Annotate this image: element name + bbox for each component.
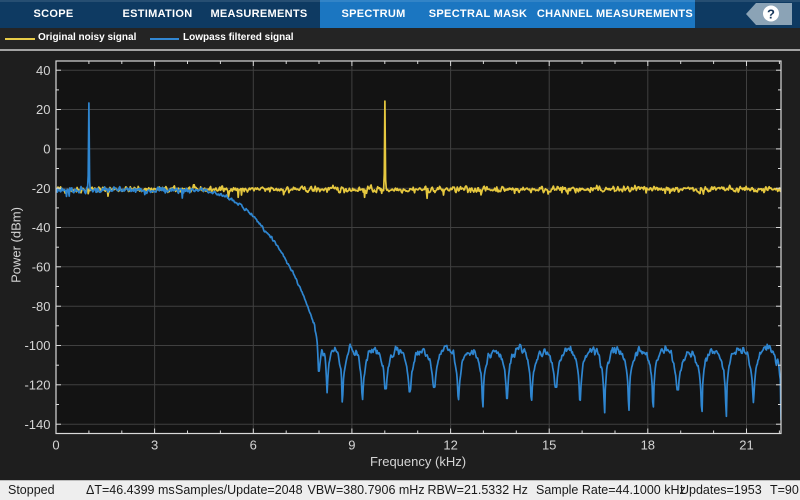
svg-text:15: 15 <box>542 438 556 453</box>
svg-text:21: 21 <box>739 438 753 453</box>
svg-text:40: 40 <box>36 63 50 78</box>
svg-text:20: 20 <box>36 102 50 117</box>
svg-text:0: 0 <box>43 142 50 157</box>
svg-text:6: 6 <box>250 438 257 453</box>
svg-text:18: 18 <box>641 438 655 453</box>
svg-text:-20: -20 <box>32 181 51 196</box>
svg-text:-100: -100 <box>24 338 50 353</box>
svg-text:-80: -80 <box>32 299 51 314</box>
svg-text:3: 3 <box>151 438 158 453</box>
svg-text:-120: -120 <box>24 377 50 392</box>
svg-text:-40: -40 <box>32 220 51 235</box>
svg-text:-140: -140 <box>24 417 50 432</box>
svg-text:-60: -60 <box>32 259 51 274</box>
svg-text:0: 0 <box>52 438 59 453</box>
svg-text:12: 12 <box>443 438 457 453</box>
svg-text:Power (dBm): Power (dBm) <box>9 207 24 283</box>
svg-text:Frequency (kHz): Frequency (kHz) <box>370 454 466 469</box>
svg-text:9: 9 <box>348 438 355 453</box>
svg-text:?: ? <box>767 7 775 22</box>
